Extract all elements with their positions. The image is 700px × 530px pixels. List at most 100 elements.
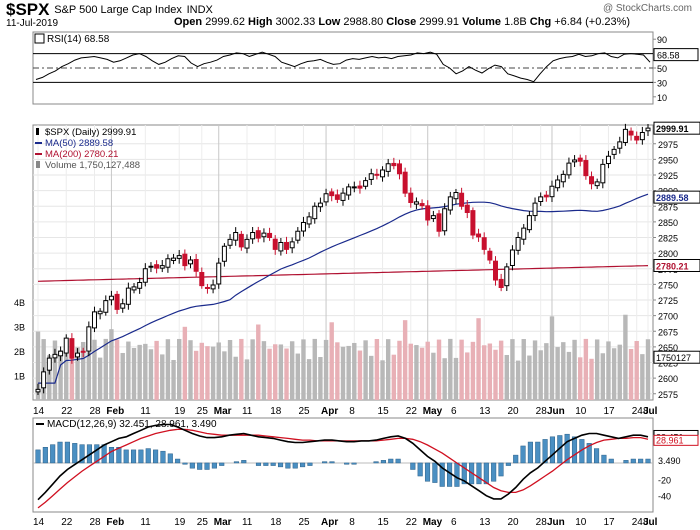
volume-bar bbox=[273, 344, 278, 400]
macd-histogram-bar bbox=[380, 460, 386, 464]
candle-body bbox=[125, 287, 131, 305]
volume-bar bbox=[205, 346, 210, 400]
macd-x-axis-label: 22 bbox=[406, 517, 418, 528]
candle-body bbox=[470, 210, 476, 236]
volume-bar bbox=[566, 351, 572, 400]
volume-bar bbox=[148, 349, 154, 400]
macd-histogram-bar bbox=[160, 450, 166, 464]
candle-body bbox=[58, 350, 64, 357]
candle-body bbox=[498, 278, 504, 288]
candle-body bbox=[114, 293, 120, 310]
macd-histogram-bar bbox=[94, 444, 100, 464]
macd-x-axis-label: 14 bbox=[33, 517, 45, 528]
candle-body bbox=[560, 173, 566, 183]
macd-histogram-bar bbox=[586, 443, 592, 464]
volume-bar bbox=[538, 350, 543, 400]
volume-bar bbox=[120, 352, 125, 400]
volume-bar bbox=[561, 342, 566, 400]
macd-x-axis-label: 11 bbox=[242, 517, 253, 528]
volume-bar bbox=[391, 354, 397, 400]
candle-body bbox=[210, 284, 216, 290]
volume-bar bbox=[532, 340, 538, 400]
x-axis-label: 28 bbox=[89, 406, 101, 417]
price-tick-label: 2950 bbox=[658, 155, 678, 165]
macd-histogram-bar bbox=[101, 444, 107, 464]
price-tick-label: 2725 bbox=[658, 296, 678, 306]
macd-histogram-bar bbox=[108, 447, 115, 464]
macd-histogram-bar bbox=[64, 441, 70, 464]
candle-body bbox=[419, 203, 425, 207]
x-axis-label: 20 bbox=[507, 406, 519, 417]
volume-tick-label: 1B bbox=[14, 372, 25, 382]
candle-body bbox=[182, 253, 188, 267]
x-axis-label: 25 bbox=[298, 406, 310, 417]
candle-body bbox=[357, 185, 363, 189]
macd-x-axis-label: Feb bbox=[106, 517, 124, 528]
candle-body bbox=[555, 179, 561, 189]
volume-bar bbox=[374, 339, 380, 400]
volume-bar bbox=[515, 360, 521, 400]
price-tick-label: 2600 bbox=[658, 374, 678, 384]
volume-bar bbox=[35, 331, 41, 400]
rsi-tick-label: 50 bbox=[657, 64, 667, 74]
volume-bar bbox=[476, 318, 481, 400]
index-name: S&P 500 Large Cap Index bbox=[54, 4, 182, 16]
x-axis-label: 6 bbox=[451, 406, 457, 417]
candle-body bbox=[549, 185, 555, 198]
macd-x-axis-label: 18 bbox=[270, 517, 282, 528]
x-axis-label: Mar bbox=[214, 406, 232, 417]
volume-bar bbox=[233, 356, 238, 400]
x-axis-label: 19 bbox=[174, 406, 186, 417]
volume-bar bbox=[295, 353, 301, 400]
volume-bar bbox=[109, 329, 114, 400]
rsi-legend: RSI(14) 68.58 bbox=[47, 34, 110, 45]
macd-histogram-bar bbox=[505, 462, 511, 466]
volume-bar bbox=[227, 340, 233, 400]
macd-x-axis-label: May bbox=[423, 517, 443, 528]
volume-bar bbox=[357, 350, 363, 400]
x-axis-label: 8 bbox=[643, 406, 649, 417]
candle-body bbox=[278, 242, 284, 252]
macd-histogram-bar bbox=[153, 449, 159, 464]
volume-bar bbox=[346, 345, 351, 400]
candle-body bbox=[639, 132, 645, 141]
macd-histogram-bar bbox=[72, 443, 78, 464]
macd-x-axis-label: Mar bbox=[214, 517, 232, 528]
volume-bar bbox=[210, 346, 216, 400]
x-axis-label: May bbox=[423, 406, 443, 417]
macd-histogram-bar bbox=[483, 462, 489, 485]
candle-body bbox=[216, 262, 222, 285]
candle-body bbox=[63, 337, 69, 354]
volume-bar bbox=[318, 357, 323, 400]
macd-histogram-bar bbox=[277, 462, 284, 468]
macd-histogram-bar bbox=[571, 436, 578, 464]
macd-histogram-bar bbox=[454, 462, 460, 487]
volume-bar bbox=[284, 348, 289, 400]
volume-bar bbox=[606, 341, 611, 400]
volume-bar bbox=[408, 343, 413, 400]
candle-body bbox=[611, 148, 617, 155]
macd-histogram-bar bbox=[241, 460, 247, 464]
candle-body bbox=[515, 237, 521, 251]
candle-body bbox=[154, 264, 160, 269]
candle-body bbox=[300, 222, 306, 232]
rsi-legend-icon bbox=[34, 33, 45, 44]
volume-bar bbox=[177, 338, 182, 400]
chart-date: 11-Jul-2019 bbox=[6, 18, 59, 29]
volume-bar bbox=[617, 344, 622, 400]
macd-histogram-bar bbox=[219, 462, 225, 466]
macd-histogram-bar bbox=[638, 458, 644, 464]
macd-tick-label: -40 bbox=[658, 492, 671, 502]
candle-body bbox=[628, 130, 634, 136]
macd-histogram-bar bbox=[57, 441, 63, 464]
macd-x-axis-label: 25 bbox=[197, 517, 209, 528]
macd-histogram-bar bbox=[564, 433, 570, 464]
macd-x-axis-label: 28 bbox=[89, 517, 101, 528]
candle-body bbox=[413, 201, 419, 205]
candle-body bbox=[363, 180, 369, 187]
volume-bar bbox=[103, 338, 108, 400]
candle-body bbox=[323, 193, 329, 203]
ma50-tag-box bbox=[653, 190, 700, 204]
volume-bar bbox=[222, 351, 227, 400]
